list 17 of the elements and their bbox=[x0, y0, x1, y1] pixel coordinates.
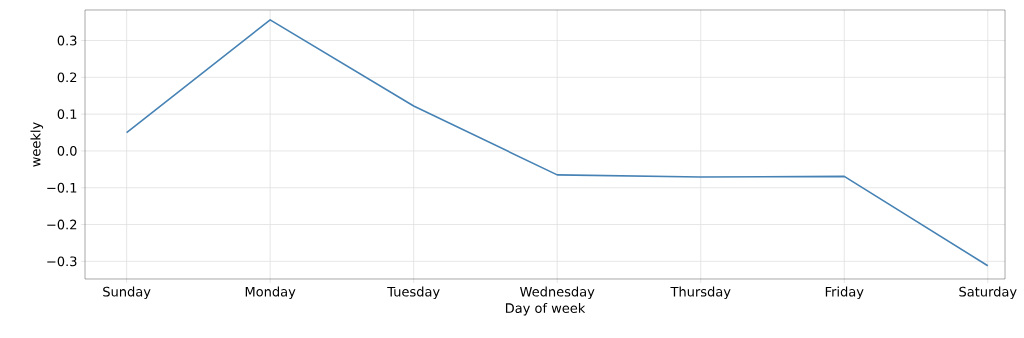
line-series bbox=[125, 19, 989, 267]
x-tick-label: Thursday bbox=[670, 286, 731, 300]
x-axis-title: Day of week bbox=[505, 302, 586, 316]
x-tick-label: Saturday bbox=[959, 286, 1017, 300]
x-tick-label: Monday bbox=[245, 286, 296, 300]
y-tick-label: 0.0 bbox=[57, 146, 77, 156]
y-tick-label: 0.3 bbox=[57, 35, 77, 46]
y-tick-label: −0.1 bbox=[47, 182, 77, 193]
x-tick-label: Tuesday bbox=[387, 286, 440, 300]
x-tick-label: Sunday bbox=[103, 286, 151, 300]
x-tick-label: Friday bbox=[825, 286, 864, 300]
y-tick-label: 0.1 bbox=[57, 109, 77, 120]
y-tick-label: −0.2 bbox=[47, 219, 77, 230]
y-axis-title: weekly bbox=[30, 122, 44, 167]
x-tick-label: Wednesday bbox=[520, 286, 595, 300]
y-tick-label: −0.3 bbox=[47, 256, 77, 267]
y-tick-label: 0.2 bbox=[57, 72, 77, 83]
